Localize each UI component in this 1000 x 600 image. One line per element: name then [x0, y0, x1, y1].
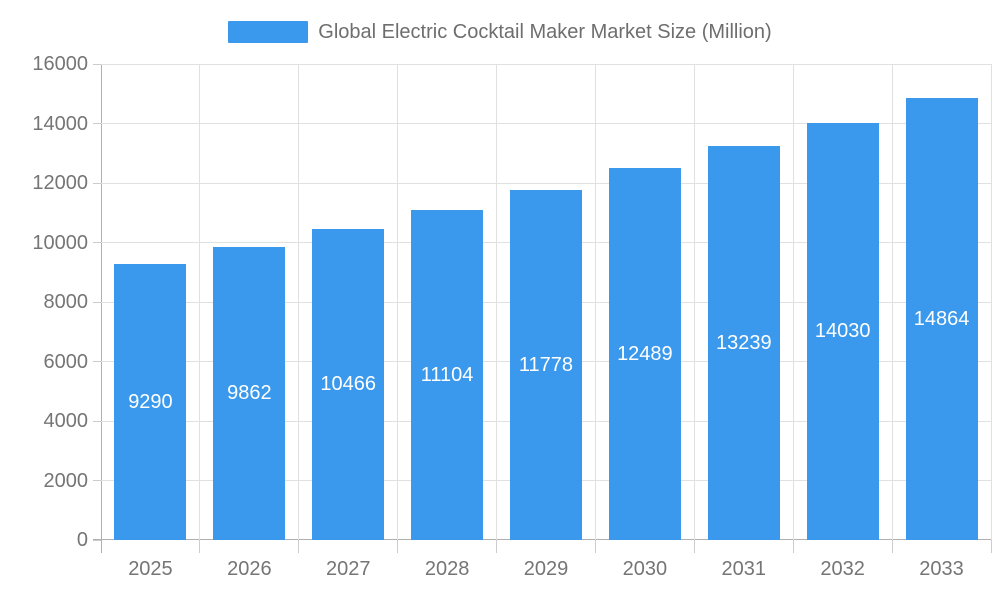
bar-2030[interactable] — [608, 168, 681, 540]
y-axis-tick — [93, 480, 101, 481]
x-gridline — [496, 64, 498, 540]
x-gridline — [298, 64, 300, 540]
x-gridline — [990, 64, 992, 540]
y-axis-tick — [93, 539, 101, 541]
x-tick-label: 2031 — [721, 558, 767, 580]
y-axis-tick — [93, 420, 101, 422]
y-tick-label: 10000 — [32, 231, 88, 254]
y-axis-tick — [93, 301, 101, 303]
bar-2031[interactable] — [707, 146, 780, 540]
x-axis-tick — [990, 540, 992, 553]
x-tick-label: 2030 — [622, 558, 668, 580]
x-gridline — [199, 64, 201, 540]
y-tick-label: 8000 — [43, 291, 89, 313]
y-axis-tick — [93, 123, 101, 124]
y-tick-label: 6000 — [43, 350, 89, 373]
y-tick-label: 14000 — [32, 112, 88, 135]
x-axis-tick — [397, 540, 399, 553]
y-tick-label: 4000 — [43, 410, 89, 432]
x-axis-tick — [693, 540, 695, 553]
x-tick-label: 2029 — [523, 558, 569, 580]
x-axis-tick — [199, 540, 201, 553]
x-gridline — [891, 64, 893, 540]
y-axis-tick — [93, 361, 101, 362]
plot-area: 9290 9862 10466 11104 11778 12489 13239 14030 14… — [93, 63, 992, 553]
y-axis-tick — [93, 63, 101, 65]
x-axis-tick — [298, 540, 300, 553]
x-axis-tick — [792, 540, 794, 553]
y-axis-tick — [93, 242, 101, 243]
y-gridline — [101, 182, 991, 184]
x-tick-label: 2032 — [820, 558, 865, 580]
bar-2025[interactable] — [114, 263, 187, 540]
bar-2033[interactable] — [905, 97, 978, 540]
x-axis-tick — [891, 540, 893, 553]
x-tick-label: 2026 — [227, 558, 272, 580]
x-axis-tick — [496, 540, 498, 553]
x-tick-label: 2025 — [128, 558, 173, 580]
bar-2029[interactable] — [510, 189, 582, 540]
legend-swatch — [228, 21, 309, 43]
y-axis-tick — [93, 182, 101, 184]
x-tick-label: 2033 — [919, 558, 964, 580]
x-gridline — [693, 64, 695, 540]
y-tick-label: 12000 — [32, 172, 88, 194]
x-gridline — [792, 64, 794, 540]
bar-2027[interactable] — [312, 228, 385, 540]
x-tick-label: 2028 — [424, 558, 470, 580]
x-tick-label: 2027 — [325, 558, 371, 580]
bar-2026[interactable] — [213, 246, 286, 540]
bar-2032[interactable] — [806, 122, 879, 540]
bar-2028[interactable] — [411, 209, 484, 540]
chart-legend[interactable]: Global Electric Cocktail Maker Market Si… — [0, 20, 1000, 44]
y-tick-label: 16000 — [32, 53, 88, 75]
x-axis-tick — [594, 540, 596, 553]
legend-label: Global Electric Cocktail Maker Market Si… — [318, 21, 772, 43]
y-axis-line — [101, 64, 102, 553]
x-gridline — [397, 64, 399, 540]
y-tick-label: 0 — [76, 529, 88, 551]
y-tick-label: 2000 — [43, 469, 89, 492]
y-gridline — [101, 123, 991, 124]
x-gridline — [594, 64, 596, 540]
y-gridline — [101, 63, 991, 65]
